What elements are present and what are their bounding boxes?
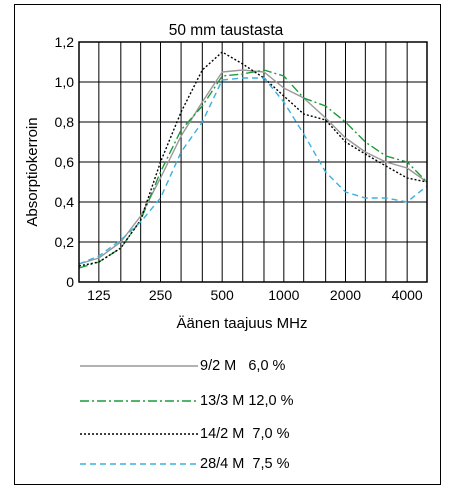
y-tick-label: 1,2 xyxy=(55,34,75,50)
plot-border xyxy=(78,41,428,283)
x-axis-label: Äänen taajuus MHz xyxy=(177,315,308,332)
x-tick-label: 1000 xyxy=(268,287,299,303)
y-tick-label: 0,8 xyxy=(55,114,75,130)
x-tick-label: 2000 xyxy=(330,287,361,303)
legend-line-swatch xyxy=(80,463,198,465)
legend-label: 14/2 M 7,0 % xyxy=(200,426,290,442)
legend-label: 28/4 M 7,5 % xyxy=(200,456,290,472)
chart-frame xyxy=(14,4,441,485)
chart-title: 50 mm taustasta xyxy=(169,22,284,39)
legend-item: 9/2 M 6,0 % xyxy=(78,356,378,376)
y-tick-label: 0,2 xyxy=(55,234,75,250)
series-line-28-4-m xyxy=(78,77,428,265)
x-tick-label: 500 xyxy=(210,287,234,303)
x-tick-label: 250 xyxy=(149,287,173,303)
legend-line-swatch xyxy=(80,433,198,435)
y-tick-label: 0,4 xyxy=(55,194,75,210)
series-line-9-2-m xyxy=(78,69,428,265)
x-tick-labels: 125 250 500 1000 2000 4000 xyxy=(87,287,423,303)
y-tick-label: 1,0 xyxy=(55,74,75,90)
x-tick-label: 125 xyxy=(87,287,111,303)
legend-item: 14/2 M 7,0 % xyxy=(78,424,378,444)
legend-label: 13/3 M 12,0 % xyxy=(200,393,294,409)
series-line-13-3-m xyxy=(78,69,428,269)
legend-item: 13/3 M 12,0 % xyxy=(78,391,378,411)
y-tick-label: 0 xyxy=(66,274,74,290)
legend-line-swatch xyxy=(80,400,198,402)
series-line-14-2-m xyxy=(78,51,428,267)
legend-label: 9/2 M 6,0 % xyxy=(200,358,286,374)
y-tick-label: 0,6 xyxy=(55,154,75,170)
legend-line-swatch xyxy=(80,365,198,367)
y-axis-label: Absorptiokerroin xyxy=(24,117,41,226)
legend-item: 28/4 M 7,5 % xyxy=(78,454,378,474)
x-tick-label: 4000 xyxy=(392,287,423,303)
y-tick-labels: 0 0,2 0,4 0,6 0,8 1,0 1,2 xyxy=(55,34,75,290)
series-group xyxy=(78,51,428,269)
